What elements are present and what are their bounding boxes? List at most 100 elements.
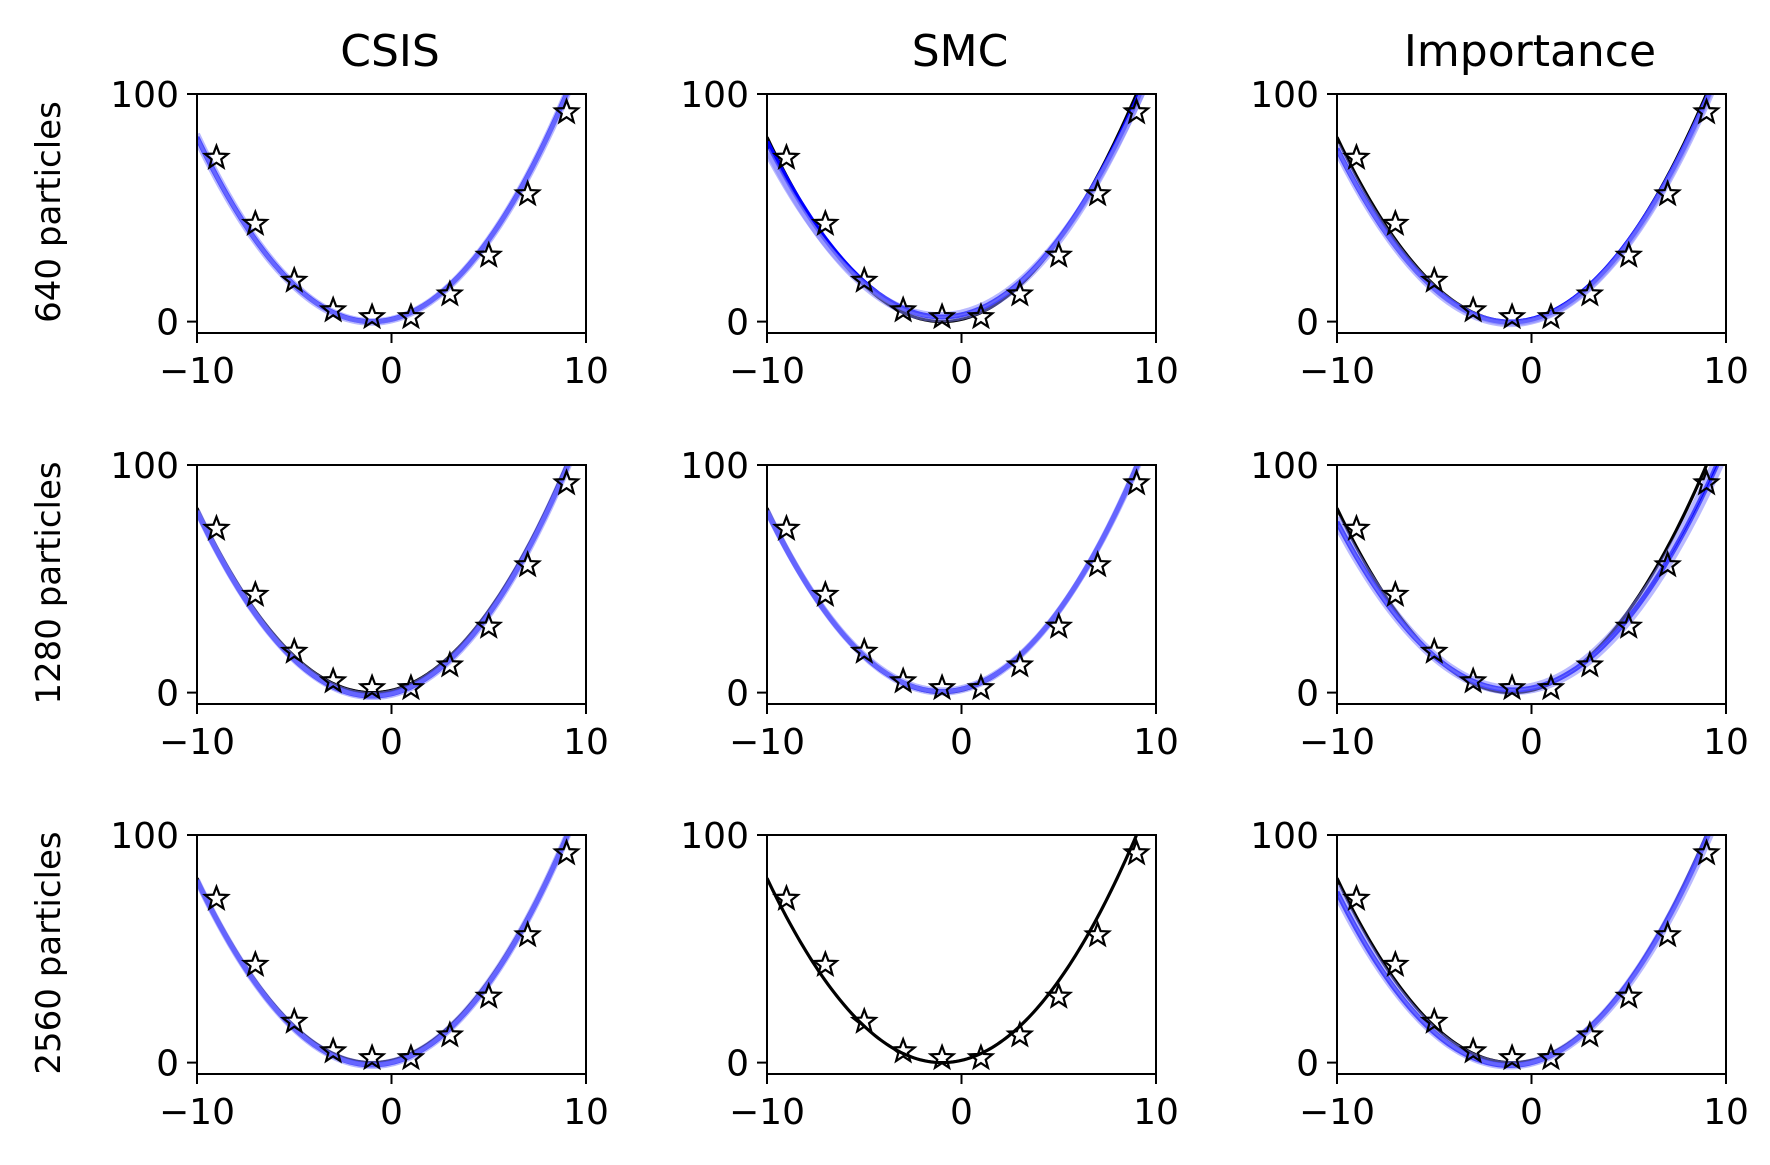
posterior-sample-line (1337, 94, 1713, 326)
observation-point (357, 301, 387, 330)
observation-point (1005, 279, 1035, 307)
plot-area (767, 465, 1151, 701)
observation-point (1614, 611, 1644, 639)
x-tick-label: 10 (563, 351, 609, 392)
y-tick-label: 0 (1296, 303, 1319, 344)
x-tick-label: 0 (1520, 722, 1543, 763)
observation-point (318, 1036, 348, 1064)
posterior-sample-line (767, 94, 1146, 323)
observation-point (1083, 550, 1113, 578)
plot-area (1337, 465, 1725, 701)
observation-point (810, 949, 840, 977)
observation-point (1044, 240, 1074, 268)
observation-point (1342, 513, 1371, 541)
posterior-sample-line (197, 835, 571, 1068)
y-tick-label: 100 (680, 75, 749, 116)
observation-point (1458, 666, 1488, 694)
observation-point (849, 265, 879, 293)
observation-point (1458, 295, 1488, 323)
observation-point (1653, 179, 1683, 207)
observation-point (396, 301, 426, 330)
observation-point (810, 208, 840, 236)
row-label-2560: 2560 particles (29, 831, 69, 1074)
plot-area (767, 94, 1151, 330)
observation-point (1419, 265, 1449, 293)
observation-point (435, 650, 465, 678)
observation-point (240, 579, 270, 607)
observation-point (513, 179, 543, 207)
plot-area (1337, 94, 1721, 330)
observation-point (1044, 611, 1074, 639)
observation-point (513, 920, 543, 948)
y-tick-label: 0 (156, 303, 179, 344)
observation-point (888, 295, 918, 323)
x-tick-label: −10 (729, 1092, 805, 1133)
observation-point (1005, 1020, 1035, 1048)
observation-point (1419, 636, 1449, 664)
y-tick-label: 100 (680, 816, 749, 857)
observation-point (1614, 240, 1644, 268)
observation-point (240, 208, 270, 236)
observation-point (1653, 920, 1683, 948)
observation-point (435, 1020, 465, 1048)
observation-point (1380, 208, 1410, 236)
plot-area (197, 94, 581, 330)
observation-point (318, 295, 348, 323)
y-tick-label: 0 (1296, 674, 1319, 715)
y-tick-label: 100 (110, 446, 179, 487)
observation-point (1497, 301, 1527, 330)
observation-point (435, 279, 465, 307)
y-tick-label: 0 (156, 1044, 179, 1085)
observation-point (1536, 1042, 1566, 1071)
observation-point (1575, 650, 1605, 678)
y-tick-label: 0 (156, 674, 179, 715)
observation-point (474, 611, 504, 639)
observation-point (1536, 301, 1566, 330)
column-title-smc: SMC (912, 26, 1009, 77)
observation-point (1122, 468, 1151, 496)
observation-point (1614, 981, 1644, 1009)
posterior-sample-line (197, 94, 570, 325)
observation-point (279, 265, 309, 293)
posterior-sample-line (1337, 465, 1725, 695)
observation-point (1380, 949, 1410, 977)
posterior-sample-line (197, 94, 572, 326)
row-label-1280: 1280 particles (29, 461, 69, 704)
observation-point (888, 666, 918, 694)
y-tick-label: 100 (110, 75, 179, 116)
observation-point (888, 1036, 918, 1064)
y-tick-label: 0 (1296, 1044, 1319, 1085)
posterior-sample-line (767, 465, 1142, 694)
x-tick-label: 0 (950, 722, 973, 763)
observation-point (1342, 142, 1371, 170)
observation-point (849, 1006, 879, 1034)
observation-point (318, 666, 348, 694)
observation-point (1536, 672, 1566, 701)
column-title-csis: CSIS (340, 26, 440, 77)
x-tick-label: 10 (1703, 351, 1749, 392)
observation-point (396, 672, 426, 701)
observation-point (240, 949, 270, 977)
x-tick-label: 0 (950, 351, 973, 392)
x-tick-label: −10 (1299, 722, 1375, 763)
posterior-sample-line (767, 465, 1141, 696)
observation-point (966, 301, 996, 330)
observation-point (1458, 1036, 1488, 1064)
x-tick-label: −10 (729, 351, 805, 392)
x-tick-label: 0 (380, 722, 403, 763)
observation-point (927, 1042, 957, 1071)
observation-point (202, 142, 231, 170)
x-tick-label: −10 (1299, 1092, 1375, 1133)
x-tick-label: 10 (563, 1092, 609, 1133)
y-tick-label: 100 (1250, 75, 1319, 116)
y-tick-label: 100 (110, 816, 179, 857)
observation-point (810, 579, 840, 607)
observation-point (202, 883, 231, 911)
observation-point (1122, 838, 1151, 866)
x-tick-label: 10 (1133, 1092, 1179, 1133)
observation-point (1653, 550, 1683, 578)
